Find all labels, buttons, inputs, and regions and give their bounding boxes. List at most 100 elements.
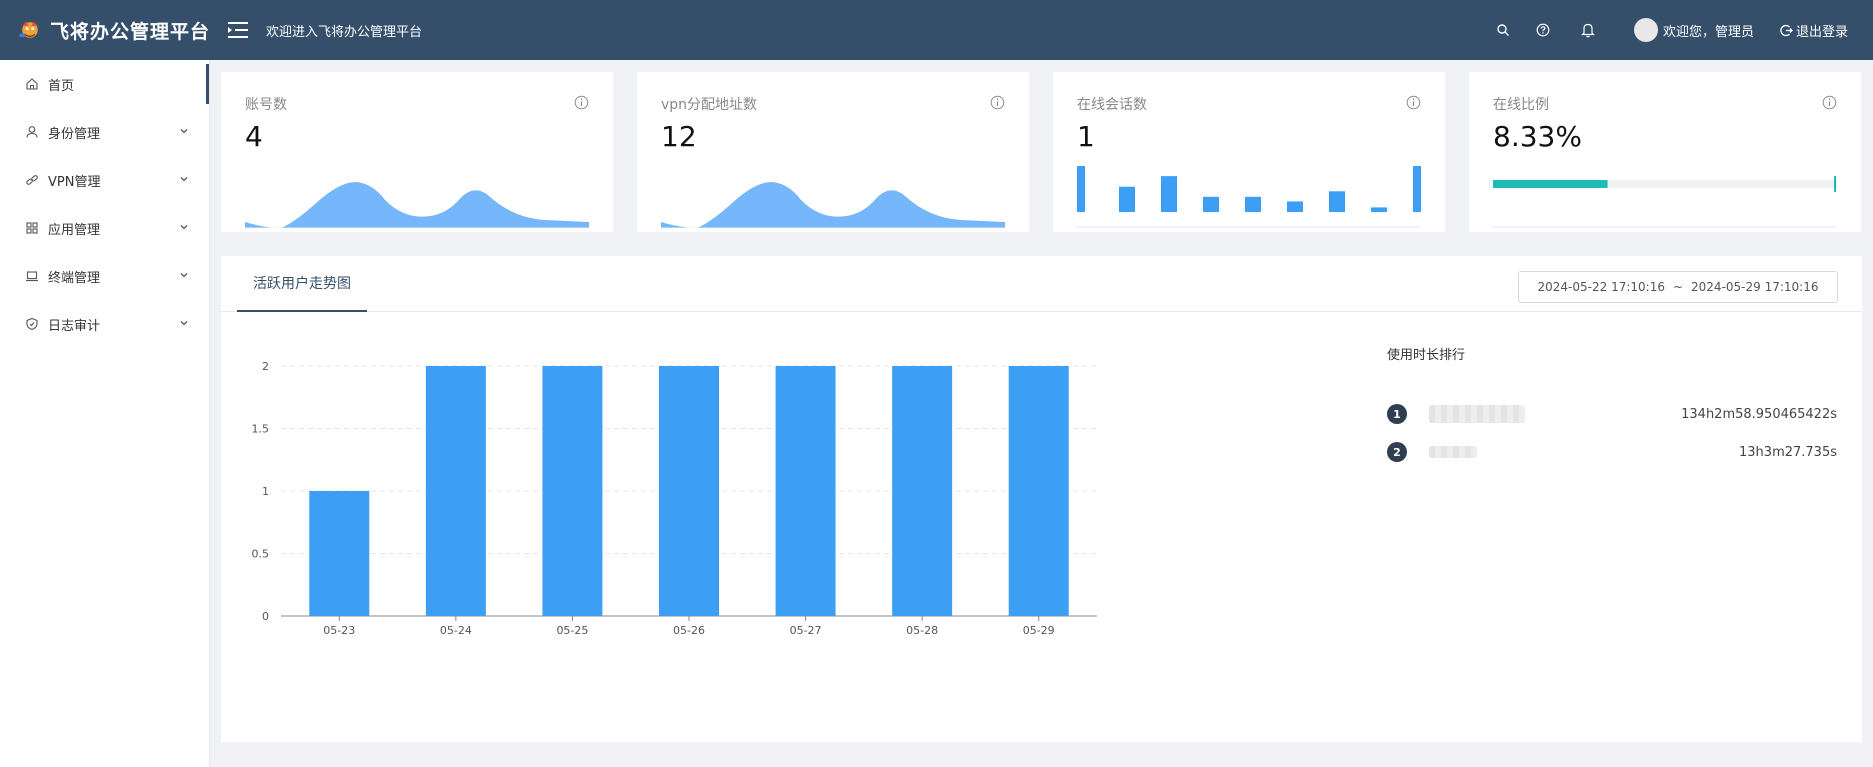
card-value: 8.33%	[1493, 120, 1582, 153]
rank-duration: 134h2m58.950465422s	[1681, 406, 1837, 422]
usage-ranking: 使用时长排行 1 134h2m58.950465422s 2 13h3m27.7…	[1387, 336, 1837, 471]
mini-bar	[1161, 176, 1177, 212]
logo[interactable]: 飞将办公管理平台	[0, 15, 210, 45]
mini-bar	[1203, 196, 1219, 212]
logout-icon	[1780, 24, 1793, 36]
menu-fold-icon[interactable]	[226, 19, 250, 41]
area-sparkline	[661, 181, 1005, 228]
card-title: 账号数	[245, 97, 287, 113]
home-icon	[25, 77, 39, 91]
info-icon[interactable]	[1822, 95, 1837, 110]
x-tick-label: 05-27	[790, 624, 822, 637]
bar	[892, 366, 953, 616]
info-icon[interactable]	[574, 95, 589, 110]
logo-icon	[19, 21, 38, 38]
mini-bar	[1371, 207, 1387, 212]
help-icon[interactable]	[1534, 21, 1552, 39]
mini-bar	[1329, 191, 1345, 212]
chevron-down-icon	[180, 129, 188, 134]
laptop-icon	[25, 269, 39, 283]
ranking-row: 2 13h3m27.735s	[1387, 433, 1837, 471]
active-users-bar-chart: 0 0.5 1 1.5 2 05-23 05-24 05-25 05-26 05-27 05-28 0…	[252, 360, 1097, 637]
rank-number: 1	[1387, 404, 1407, 424]
header-actions: 欢迎您，管理员 退出登录	[1483, 0, 1873, 60]
chevron-down-icon	[180, 273, 188, 278]
sidebar-item-label: VPN管理	[48, 174, 101, 190]
app-title: 飞将办公管理平台	[49, 20, 210, 43]
rank-user-name-redacted	[1429, 405, 1525, 423]
bar	[1008, 366, 1069, 616]
logout-label: 退出登录	[1795, 24, 1848, 40]
logout-button[interactable]: 退出登录	[1780, 21, 1848, 40]
y-tick-label: 1	[262, 485, 269, 498]
mini-bar	[1077, 166, 1085, 212]
sidebar-item-identity[interactable]: 身份管理	[0, 108, 209, 156]
rank-user-name-redacted	[1429, 446, 1477, 458]
sidebar-item-label: 身份管理	[48, 126, 101, 142]
date-separator: ~	[1672, 280, 1684, 294]
sidebar-item-vpn[interactable]: VPN管理	[0, 156, 209, 204]
card-value: 12	[661, 120, 697, 153]
bar	[425, 366, 486, 616]
x-tick-label: 05-25	[556, 624, 588, 637]
x-tick-label: 05-23	[323, 624, 355, 637]
x-tick-label: 05-24	[440, 624, 472, 637]
mini-bar	[1245, 196, 1261, 212]
search-icon[interactable]	[1494, 21, 1512, 39]
bar	[542, 366, 603, 616]
progress-fill	[1493, 180, 1608, 188]
avatar	[1633, 18, 1658, 42]
welcome-text: 欢迎进入飞将办公管理平台	[266, 24, 423, 40]
progress-bar	[1493, 176, 1837, 228]
card-value: 4	[245, 120, 263, 153]
y-tick-label: 0.5	[252, 548, 270, 561]
tab-bar: 活跃用户走势图 2024-05-22 17:10:16 ~ 2024-05-29…	[221, 256, 1862, 312]
link-icon	[25, 173, 39, 187]
bar	[309, 491, 370, 616]
mini-bar	[1287, 201, 1303, 212]
sidebar-item-label: 首页	[48, 78, 75, 94]
sidebar-item-audit[interactable]: 日志审计	[0, 300, 209, 348]
active-users-panel: 活跃用户走势图 2024-05-22 17:10:16 ~ 2024-05-29…	[221, 256, 1862, 742]
chevron-down-icon	[180, 177, 188, 182]
mini-bar-chart	[1077, 166, 1421, 228]
user-greeting: 欢迎您，管理员	[1662, 24, 1754, 40]
card-online-sessions: 在线会话数 1	[1053, 72, 1445, 232]
sidebar-item-label: 日志审计	[48, 318, 101, 334]
x-tick-label: 05-29	[1023, 624, 1055, 637]
ranking-title: 使用时长排行	[1387, 348, 1466, 363]
card-online-ratio: 在线比例 8.33%	[1469, 72, 1861, 232]
date-range-picker[interactable]: 2024-05-22 17:10:16 ~ 2024-05-29 17:10:1…	[1518, 271, 1838, 303]
card-title: 在线比例	[1493, 97, 1549, 113]
date-start: 2024-05-22 17:10:16	[1537, 280, 1665, 294]
sidebar-item-apps[interactable]: 应用管理	[0, 204, 209, 252]
info-icon[interactable]	[1406, 95, 1421, 110]
sidebar-item-home[interactable]: 首页	[0, 60, 209, 108]
bar	[775, 366, 836, 616]
mini-bar	[1119, 186, 1135, 212]
chevron-down-icon	[180, 321, 188, 326]
x-tick-label: 05-28	[906, 624, 938, 637]
sidebar-item-label: 终端管理	[48, 270, 101, 286]
card-accounts: 账号数 4	[221, 72, 613, 232]
area-sparkline	[245, 181, 589, 228]
sidebar-item-terminal[interactable]: 终端管理	[0, 252, 209, 300]
grid-icon	[25, 221, 39, 235]
bell-icon[interactable]	[1579, 21, 1597, 39]
user-icon	[25, 125, 39, 139]
info-icon[interactable]	[990, 95, 1005, 110]
x-tick-label: 05-26	[673, 624, 705, 637]
bar	[659, 366, 719, 616]
card-title: 在线会话数	[1077, 97, 1147, 113]
y-tick-label: 2	[262, 360, 269, 373]
rank-duration: 13h3m27.735s	[1739, 444, 1837, 460]
card-title: vpn分配地址数	[661, 97, 758, 113]
mini-bar	[1413, 166, 1421, 212]
y-tick-label: 0	[262, 610, 269, 623]
sidebar-item-label: 应用管理	[48, 222, 101, 238]
card-value: 1	[1077, 120, 1095, 153]
y-tick-label: 1.5	[252, 423, 270, 436]
tab-active-users[interactable]: 活跃用户走势图	[237, 256, 367, 312]
sidebar: 首页 身份管理 VPN管理 应用管理 终端管理 日志审计	[0, 60, 210, 767]
user-menu[interactable]: 欢迎您，管理员	[1633, 18, 1754, 42]
